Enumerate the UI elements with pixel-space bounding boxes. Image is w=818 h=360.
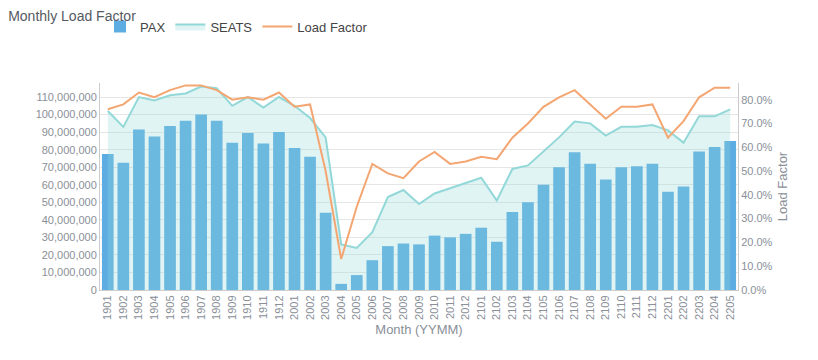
svg-text:2002: 2002 bbox=[304, 295, 316, 319]
svg-text:1904: 1904 bbox=[148, 295, 160, 319]
svg-text:60.0%: 60.0% bbox=[741, 141, 772, 153]
svg-text:80.0%: 80.0% bbox=[741, 94, 772, 106]
svg-text:1910: 1910 bbox=[241, 295, 253, 319]
svg-text:2101: 2101 bbox=[475, 295, 487, 319]
svg-text:2001: 2001 bbox=[288, 295, 300, 319]
svg-text:2104: 2104 bbox=[522, 295, 534, 319]
svg-text:Load Factor: Load Factor bbox=[775, 151, 790, 221]
svg-text:30,000,000: 30,000,000 bbox=[42, 231, 97, 243]
svg-text:110,000,000: 110,000,000 bbox=[36, 91, 96, 103]
svg-text:2109: 2109 bbox=[599, 295, 611, 319]
svg-text:1912: 1912 bbox=[273, 295, 285, 319]
svg-text:Month (YYMM): Month (YYMM) bbox=[375, 322, 462, 337]
svg-text:1906: 1906 bbox=[179, 295, 191, 319]
svg-text:2110: 2110 bbox=[615, 295, 627, 319]
svg-text:70.0%: 70.0% bbox=[741, 117, 772, 129]
svg-text:2009: 2009 bbox=[413, 295, 425, 319]
svg-text:1907: 1907 bbox=[195, 295, 207, 319]
svg-text:2006: 2006 bbox=[366, 295, 378, 319]
svg-text:40.0%: 40.0% bbox=[741, 189, 772, 201]
svg-text:SEATS: SEATS bbox=[210, 20, 252, 35]
svg-text:2012: 2012 bbox=[459, 295, 471, 319]
svg-text:Load Factor: Load Factor bbox=[297, 20, 367, 35]
svg-text:30.0%: 30.0% bbox=[741, 212, 772, 224]
svg-text:1902: 1902 bbox=[117, 295, 129, 319]
svg-text:10.0%: 10.0% bbox=[741, 260, 772, 272]
svg-text:2007: 2007 bbox=[381, 295, 393, 319]
svg-text:1903: 1903 bbox=[132, 295, 144, 319]
svg-text:50,000,000: 50,000,000 bbox=[42, 196, 97, 208]
svg-text:2203: 2203 bbox=[693, 295, 705, 319]
svg-text:1911: 1911 bbox=[257, 295, 269, 319]
svg-text:PAX: PAX bbox=[140, 20, 165, 35]
svg-text:60,000,000: 60,000,000 bbox=[42, 179, 97, 191]
svg-text:2011: 2011 bbox=[444, 295, 456, 319]
svg-text:0: 0 bbox=[91, 284, 97, 296]
svg-text:2102: 2102 bbox=[490, 295, 502, 319]
svg-text:2004: 2004 bbox=[335, 295, 347, 319]
svg-text:1901: 1901 bbox=[101, 295, 113, 319]
svg-text:0.0%: 0.0% bbox=[741, 284, 766, 296]
svg-text:2003: 2003 bbox=[319, 295, 331, 319]
svg-text:90,000,000: 90,000,000 bbox=[42, 126, 97, 138]
svg-text:2106: 2106 bbox=[553, 295, 565, 319]
svg-text:2008: 2008 bbox=[397, 295, 409, 319]
svg-text:1909: 1909 bbox=[226, 295, 238, 319]
svg-text:40,000,000: 40,000,000 bbox=[42, 214, 97, 226]
svg-text:1908: 1908 bbox=[210, 295, 222, 319]
svg-text:2201: 2201 bbox=[662, 295, 674, 319]
svg-text:2010: 2010 bbox=[428, 295, 440, 319]
svg-text:1905: 1905 bbox=[164, 295, 176, 319]
svg-text:70,000,000: 70,000,000 bbox=[42, 161, 97, 173]
svg-text:2111: 2111 bbox=[630, 295, 642, 318]
svg-text:2202: 2202 bbox=[677, 295, 689, 319]
svg-text:20.0%: 20.0% bbox=[741, 236, 772, 248]
svg-text:2108: 2108 bbox=[584, 295, 596, 319]
svg-text:2105: 2105 bbox=[537, 295, 549, 319]
svg-text:80,000,000: 80,000,000 bbox=[42, 144, 97, 156]
svg-text:2005: 2005 bbox=[350, 295, 362, 319]
svg-text:Monthly Load Factor: Monthly Load Factor bbox=[8, 8, 136, 24]
svg-text:100,000,000: 100,000,000 bbox=[36, 108, 97, 120]
svg-text:2204: 2204 bbox=[708, 295, 720, 319]
svg-text:10,000,000: 10,000,000 bbox=[42, 266, 97, 278]
svg-text:2205: 2205 bbox=[724, 295, 736, 319]
svg-text:50.0%: 50.0% bbox=[741, 165, 772, 177]
svg-text:2112: 2112 bbox=[646, 295, 658, 319]
svg-text:2107: 2107 bbox=[568, 295, 580, 319]
svg-text:20,000,000: 20,000,000 bbox=[42, 249, 97, 261]
svg-text:2103: 2103 bbox=[506, 295, 518, 319]
